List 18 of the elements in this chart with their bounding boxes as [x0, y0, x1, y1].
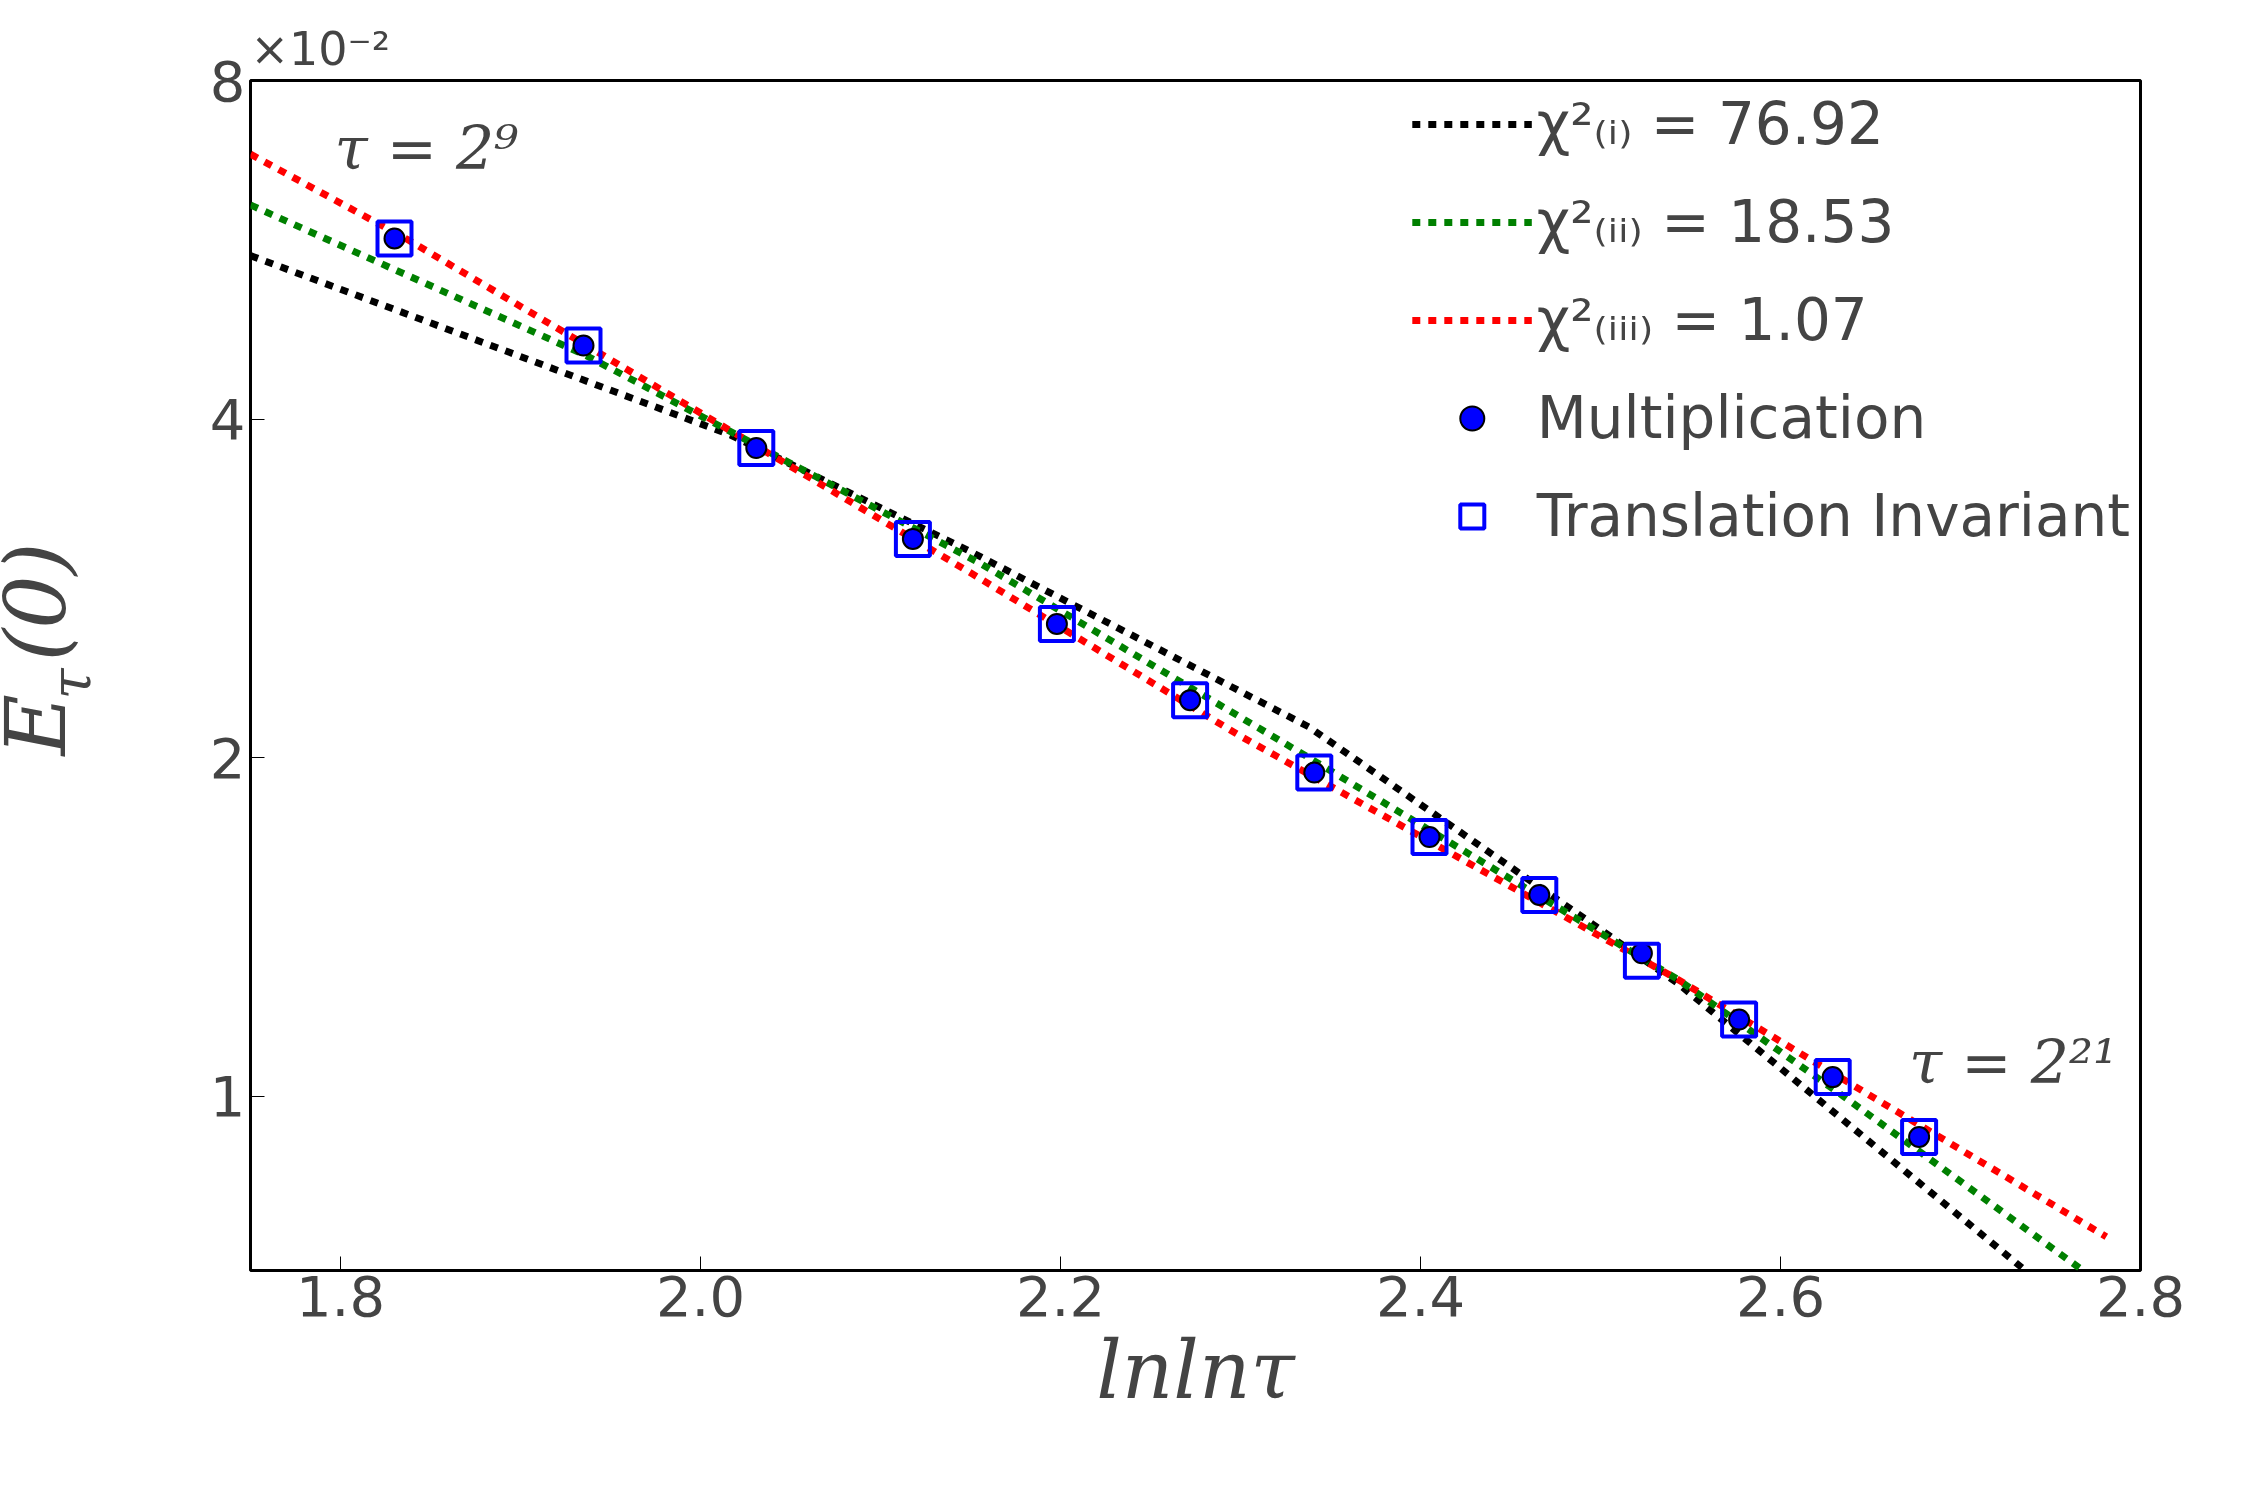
y-axis-title: Eτ(0): [0, 542, 103, 758]
legend-label: Translation Invariant: [1536, 482, 2130, 550]
legend-label: χ²₍ᵢᵢ₎ = 18.53: [1536, 188, 1895, 256]
annotation: τ = 2²¹: [1909, 1027, 2117, 1097]
x-tick-label: 2.8: [2095, 1263, 2186, 1329]
y-tick-label: 2: [209, 725, 246, 791]
legend-label: χ²₍ᵢᵢᵢ₎ = 1.07: [1536, 286, 1868, 354]
y-tick-label: 4: [209, 387, 246, 453]
y-tick-label: 8: [209, 48, 246, 114]
x-tick-label: 1.8: [295, 1263, 386, 1329]
legend-label: Multiplication: [1536, 384, 1927, 452]
x-tick-label: 2.6: [1735, 1263, 1826, 1329]
x-tick-label: 2.0: [655, 1263, 746, 1329]
annotation: τ = 2⁹: [334, 113, 519, 184]
y-tick-label: 1: [209, 1064, 246, 1130]
x-tick-label: 2.4: [1375, 1263, 1466, 1329]
text: ×10⁻²: [250, 21, 391, 76]
legend-label: χ²₍ᵢ₎ = 76.92: [1536, 90, 1884, 158]
